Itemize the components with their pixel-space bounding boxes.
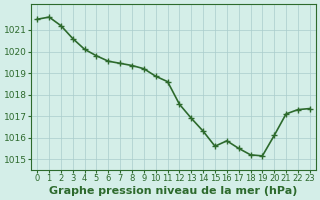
- X-axis label: Graphe pression niveau de la mer (hPa): Graphe pression niveau de la mer (hPa): [49, 186, 298, 196]
